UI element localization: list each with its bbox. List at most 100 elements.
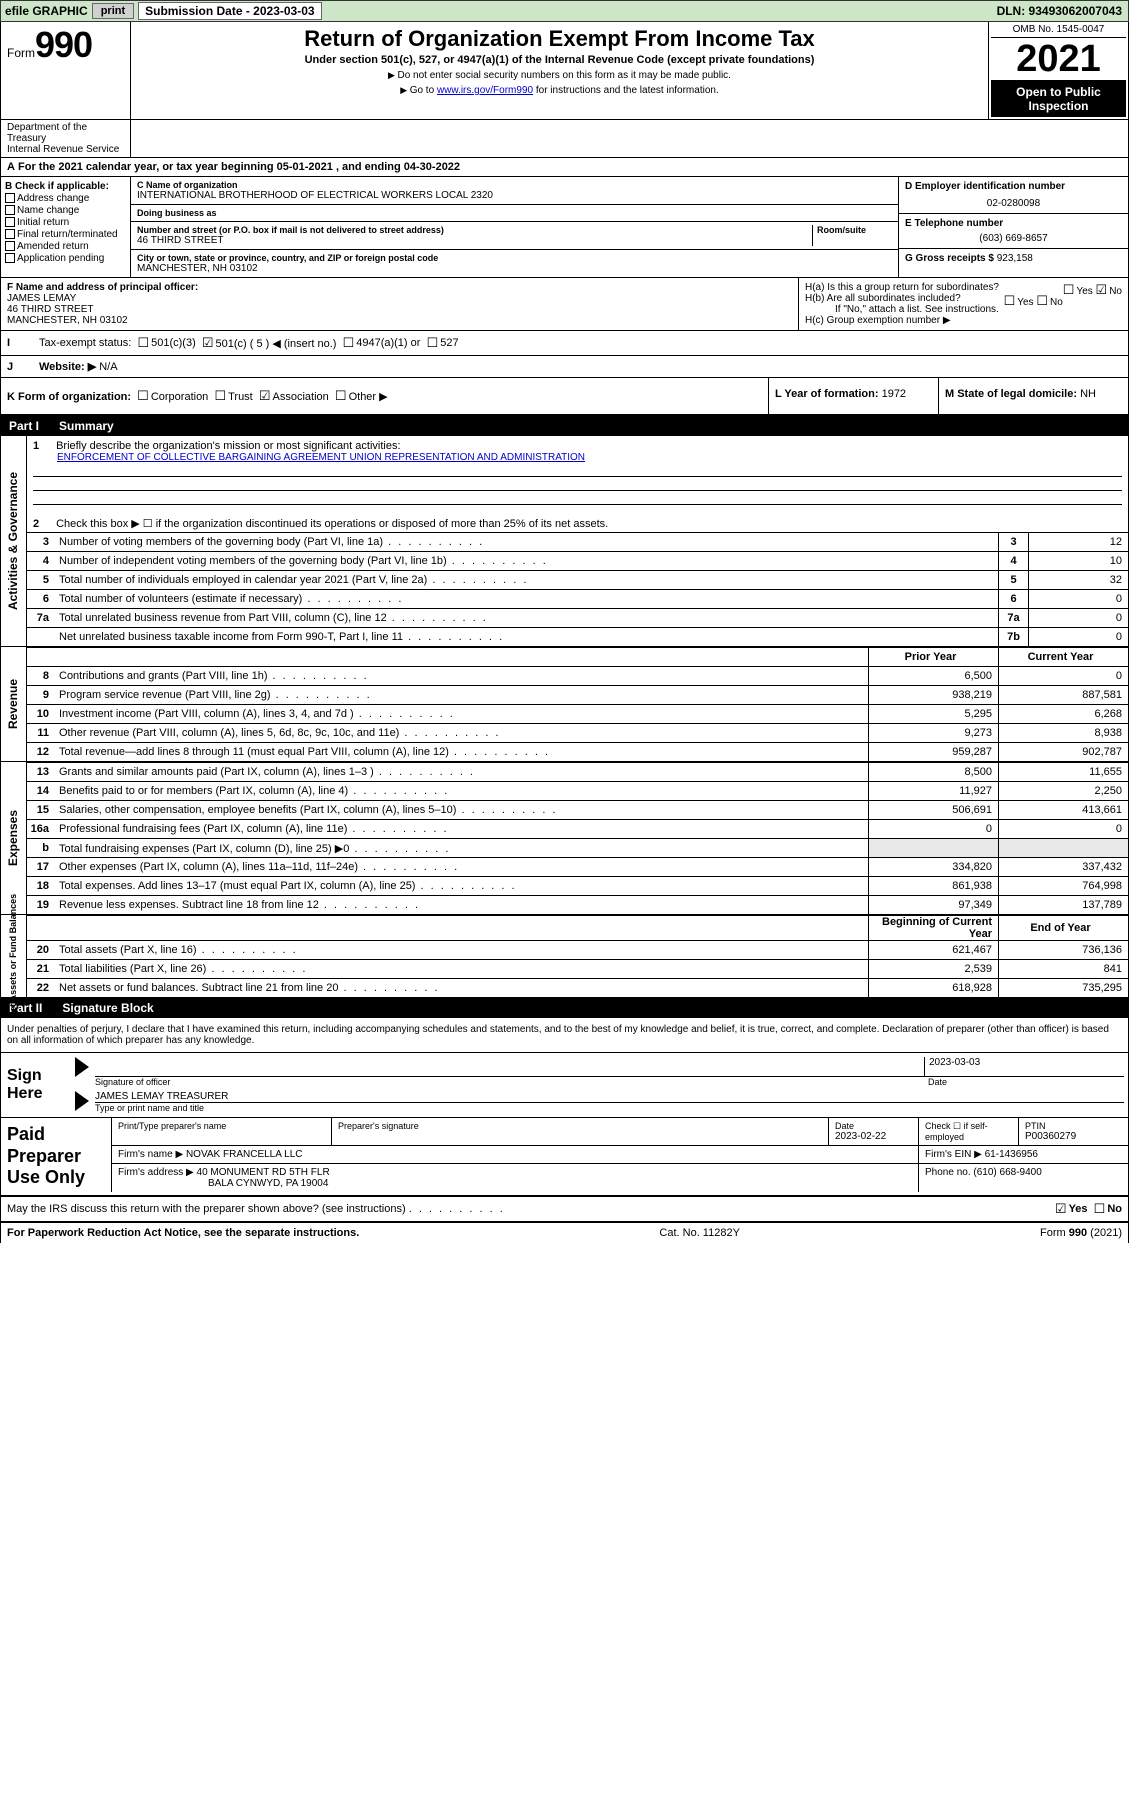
line-desc: Program service revenue (Part VIII, line… xyxy=(55,687,868,703)
website-value: N/A xyxy=(99,361,117,373)
line-num: 12 xyxy=(27,746,55,758)
note-link-pre: Go to xyxy=(410,85,437,96)
line-num: 10 xyxy=(27,708,55,720)
sig-name-label: Type or print name and title xyxy=(95,1103,1124,1113)
checkbox-icon[interactable] xyxy=(5,193,15,203)
tel-value: (603) 669-8657 xyxy=(905,233,1122,244)
irs-link[interactable]: www.irs.gov/Form990 xyxy=(437,85,533,96)
checkbox-icon[interactable] xyxy=(5,241,15,251)
line-value: 0 xyxy=(1028,590,1128,608)
checkbox-icon[interactable] xyxy=(5,205,15,215)
part1-body: Activities & Governance 1 Briefly descri… xyxy=(1,436,1128,998)
checkbox-icon[interactable] xyxy=(5,253,15,263)
hdr-eoy: End of Year xyxy=(998,916,1128,940)
ha-yes-checkbox[interactable] xyxy=(1063,286,1077,297)
k-trust-checkbox[interactable] xyxy=(214,391,228,403)
checkbox-icon[interactable] xyxy=(5,217,15,227)
prior-cell: 506,691 xyxy=(868,801,998,819)
checkbox-line: Initial return xyxy=(5,217,126,228)
prior-cell: 618,928 xyxy=(868,979,998,997)
gross-value: 923,158 xyxy=(997,253,1033,264)
print-button[interactable]: print xyxy=(92,3,134,19)
data-line: 14Benefits paid to or for members (Part … xyxy=(27,781,1128,800)
line-num: 18 xyxy=(27,880,55,892)
i-501c-checkbox[interactable] xyxy=(202,335,216,351)
hb-yes-checkbox[interactable] xyxy=(1004,297,1018,308)
ptin-label: PTIN xyxy=(1025,1121,1122,1131)
section-b-header: B Check if applicable: xyxy=(5,181,126,192)
sign-arrow-icon xyxy=(75,1057,89,1077)
opt-527: 527 xyxy=(440,337,458,349)
prior-cell: 2,539 xyxy=(868,960,998,978)
firm-ein: 61-1436956 xyxy=(985,1149,1038,1160)
footer-mid: Cat. No. 11282Y xyxy=(659,1227,740,1239)
footer-right: Form 990 (2021) xyxy=(1040,1227,1122,1239)
prior-cell: 8,500 xyxy=(868,763,998,781)
i-4947-checkbox[interactable] xyxy=(343,335,357,351)
ha-no-checkbox[interactable] xyxy=(1096,286,1110,297)
line-desc: Net assets or fund balances. Subtract li… xyxy=(55,980,868,996)
line-desc: Salaries, other compensation, employee b… xyxy=(55,802,868,818)
note-link: Go to www.irs.gov/Form990 for instructio… xyxy=(139,85,980,96)
submission-date-label: Submission Date - xyxy=(145,4,253,18)
footer-left: For Paperwork Reduction Act Notice, see … xyxy=(7,1227,359,1239)
prior-cell: 6,500 xyxy=(868,667,998,685)
section-b: B Check if applicable: Address changeNam… xyxy=(1,177,131,277)
line-num: 11 xyxy=(27,727,55,739)
line-desc: Investment income (Part VIII, column (A)… xyxy=(55,706,868,722)
prior-cell: 11,927 xyxy=(868,782,998,800)
k-corp-checkbox[interactable] xyxy=(137,391,151,403)
line-num: 9 xyxy=(27,689,55,701)
opt-corp: Corporation xyxy=(151,391,208,403)
k-label: K Form of organization: xyxy=(7,391,131,403)
p-sig-label: Preparer's signature xyxy=(338,1121,822,1131)
room-label: Room/suite xyxy=(817,225,892,235)
line-desc: Total number of individuals employed in … xyxy=(55,572,998,588)
section-c: C Name of organization INTERNATIONAL BRO… xyxy=(131,177,898,277)
note-link-post: for instructions and the latest informat… xyxy=(533,85,719,96)
line-box: 6 xyxy=(998,590,1028,608)
officer-addr2: MANCHESTER, NH 03102 xyxy=(7,315,792,326)
checkbox-icon[interactable] xyxy=(5,229,15,239)
discuss-no-checkbox[interactable] xyxy=(1094,1201,1108,1217)
row-j: J Website: ▶ N/A xyxy=(1,356,1128,378)
prior-cell: 0 xyxy=(868,820,998,838)
sig-date: 2023-03-03 xyxy=(924,1057,1124,1077)
prior-cell: 861,938 xyxy=(868,877,998,895)
gov-line: 5Total number of individuals employed in… xyxy=(27,570,1128,589)
line-num: b xyxy=(27,842,55,854)
prior-cell: 938,219 xyxy=(868,686,998,704)
discuss-yes-checkbox[interactable] xyxy=(1055,1201,1069,1217)
curr-cell: 764,998 xyxy=(998,877,1128,895)
line-desc: Total unrelated business revenue from Pa… xyxy=(55,610,998,626)
curr-cell: 8,938 xyxy=(998,724,1128,742)
checkbox-line: Name change xyxy=(5,205,126,216)
ein-label: D Employer identification number xyxy=(905,181,1122,192)
line-num: 17 xyxy=(27,861,55,873)
paid-preparer-label: Paid Preparer Use Only xyxy=(1,1118,111,1195)
k-assoc-checkbox[interactable] xyxy=(259,391,273,403)
firm-name: NOVAK FRANCELLA LLC xyxy=(186,1149,303,1160)
curr-cell xyxy=(998,839,1128,857)
hb-note: If "No," attach a list. See instructions… xyxy=(805,304,1122,315)
curr-cell: 735,295 xyxy=(998,979,1128,997)
p-date-label: Date xyxy=(835,1121,912,1131)
hb-no-checkbox[interactable] xyxy=(1036,297,1050,308)
hdr-boy: Beginning of Current Year xyxy=(868,916,998,940)
part1-number: Part I xyxy=(9,419,39,433)
section-l: L Year of formation: 1972 xyxy=(768,378,938,414)
k-other-checkbox[interactable] xyxy=(335,391,349,403)
p-date: 2023-02-22 xyxy=(835,1131,912,1142)
line-num: 16a xyxy=(27,823,55,835)
i-527-checkbox[interactable] xyxy=(427,335,441,351)
i-501c3-checkbox[interactable] xyxy=(137,335,151,351)
side-label-revenue: Revenue xyxy=(1,647,27,761)
q1-text: Briefly describe the organization's miss… xyxy=(56,440,400,452)
checkbox-line: Final return/terminated xyxy=(5,229,126,240)
hb-text: H(b) Are all subordinates included? xyxy=(805,293,961,304)
gross-label: G Gross receipts $ xyxy=(905,253,994,264)
part1-name: Summary xyxy=(59,419,114,433)
curr-cell: 6,268 xyxy=(998,705,1128,723)
form-title: Return of Organization Exempt From Incom… xyxy=(139,26,980,52)
section-f: F Name and address of principal officer:… xyxy=(1,278,798,330)
